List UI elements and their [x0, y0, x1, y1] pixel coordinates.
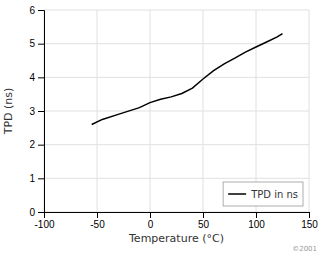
tick: 0: [148, 212, 154, 230]
chart: -100 -50 0 50 100 150 0 1 2 3 4 5 6 TPD in ns Temperat…: [0, 0, 321, 254]
tick-mark: [38, 178, 44, 179]
tick-mark: [38, 10, 44, 11]
tick: -50: [90, 212, 105, 230]
tick-mark: [38, 212, 44, 213]
grid-line-y: [44, 43, 309, 44]
tick-mark: [309, 212, 310, 218]
tick: 0: [29, 207, 44, 218]
tick-mark: [150, 212, 151, 218]
tick-mark: [203, 212, 204, 218]
tick-label: -50: [90, 219, 105, 230]
x-axis-label: Temperature (°C): [128, 232, 224, 245]
legend-label: TPD in ns: [250, 189, 298, 200]
tick-label: 4: [29, 72, 35, 83]
tick: 4: [29, 72, 44, 83]
tick: 3: [29, 106, 44, 117]
x-axis: -100 -50 0 50 100 150: [34, 212, 318, 230]
tick-label: 150: [301, 219, 318, 230]
tick-label: 2: [29, 139, 35, 150]
axis-line: [45, 213, 310, 219]
tick-mark: [38, 77, 44, 78]
grid-line-y: [44, 111, 309, 112]
tick-label: 3: [29, 106, 35, 117]
axis-line: [38, 11, 45, 213]
tick-label: 6: [29, 5, 35, 16]
grid: [44, 10, 309, 212]
grid-line-y: [44, 10, 309, 11]
tick: 1: [29, 173, 44, 184]
tick-mark: [38, 44, 44, 45]
grid-line-y: [44, 77, 309, 78]
tick: 6: [29, 5, 44, 16]
series-line: [92, 34, 283, 125]
legend-frame: [223, 182, 303, 206]
tick: 2: [29, 139, 44, 150]
y-axis: 0 1 2 3 4 5 6: [29, 5, 44, 218]
legend: TPD in ns: [223, 182, 303, 206]
tick: 50: [198, 212, 210, 230]
tick-mark: [97, 212, 98, 218]
tick: 5: [29, 38, 44, 49]
tick-label: 100: [248, 219, 265, 230]
tick-mark: [256, 212, 257, 218]
tick: 100: [248, 212, 265, 230]
tick-label: 1: [29, 173, 35, 184]
lines: [92, 34, 283, 125]
y-axis-label: TPD (ns): [2, 88, 15, 136]
tick: 150: [301, 212, 318, 230]
annotation: ©2001: [292, 245, 317, 253]
tick-label: -100: [34, 219, 54, 230]
tick-label: 5: [29, 38, 35, 49]
plot: -100 -50 0 50 100 150 0 1 2 3 4 5 6 TPD in ns: [29, 5, 318, 230]
grid-line-y: [44, 144, 309, 145]
tick-label: 50: [198, 219, 210, 230]
legend-swatch: [228, 193, 246, 195]
grid-line-y: [44, 178, 309, 179]
tick: -100: [34, 212, 54, 230]
tick-mark: [38, 111, 44, 112]
tick-label: 0: [29, 207, 35, 218]
tick-mark: [38, 145, 44, 146]
tick-label: 0: [148, 219, 154, 230]
